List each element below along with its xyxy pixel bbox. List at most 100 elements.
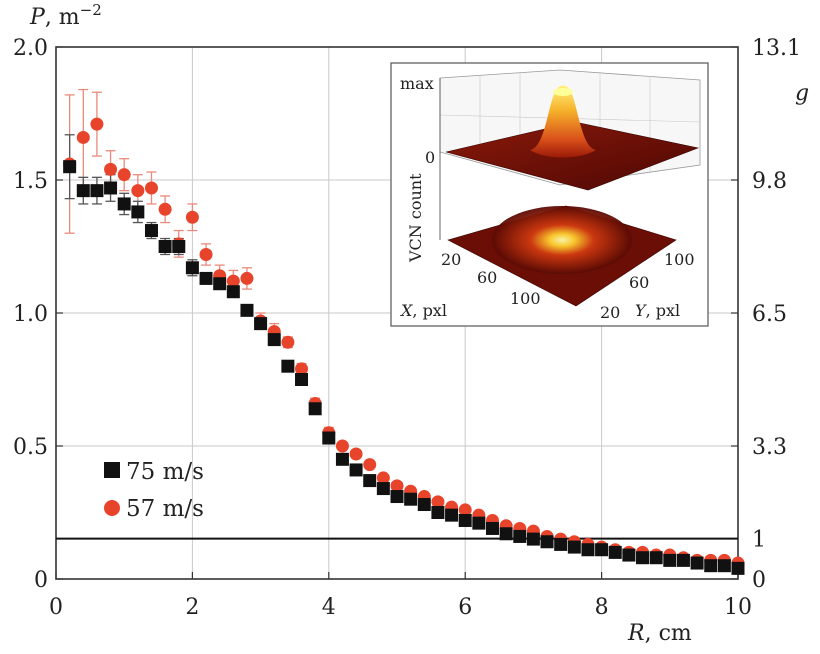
x-tick-labels: 0 2 4 6 8 10	[49, 595, 752, 620]
point-75-27	[431, 506, 445, 519]
data-markers	[63, 117, 745, 575]
point-75-46	[690, 556, 704, 570]
legend-label-57: 57 m/s	[126, 496, 204, 522]
point-75-26	[417, 498, 431, 512]
point-57-3	[104, 162, 118, 176]
inset-z-tick-zero: 0	[425, 148, 435, 167]
legend: 75 m/s 57 m/s	[104, 459, 204, 522]
point-75-4	[117, 197, 131, 211]
point-57-17	[295, 362, 309, 376]
point-75-3	[104, 181, 118, 195]
point-57-10	[199, 247, 213, 261]
point-57-7	[158, 202, 172, 216]
y-tick-label-2: 1.0	[13, 302, 48, 327]
point-75-42	[636, 551, 650, 565]
point-57-2	[90, 117, 104, 131]
y2-axis-title: g	[795, 81, 809, 106]
point-75-13	[240, 303, 254, 317]
y2-tick-label-5: 13.1	[752, 36, 801, 61]
point-75-9	[185, 261, 199, 275]
point-75-35	[540, 535, 554, 549]
y2-tick-label-0: 0	[752, 568, 766, 593]
error-bars	[64, 88, 334, 439]
inset-z-label: VCN count	[406, 173, 425, 263]
point-75-1	[76, 184, 90, 198]
point-75-33	[513, 529, 527, 543]
inset-x-tick-20: 20	[441, 250, 461, 269]
point-75-16	[281, 359, 295, 373]
point-75-23	[376, 482, 390, 496]
legend-label-75: 75 m/s	[126, 459, 204, 485]
point-57-29	[458, 503, 472, 517]
y2-tick-label-1: 1	[752, 528, 766, 553]
point-75-5	[131, 205, 145, 219]
point-75-14	[254, 317, 268, 331]
y-tick-label-4: 2.0	[13, 36, 48, 61]
point-57-1	[76, 130, 90, 144]
y-tick-label-1: 0.5	[13, 435, 48, 460]
x-tick-label-3: 6	[458, 595, 472, 620]
inset-y-tick-100: 100	[664, 250, 695, 269]
point-75-17	[295, 373, 309, 386]
inset-surface-peak	[530, 85, 596, 158]
y2-tick-label-2: 3.3	[752, 435, 787, 460]
y-tick-label-0: 0	[34, 568, 48, 593]
point-57-6	[144, 181, 158, 195]
axis-ticks	[55, 46, 739, 580]
point-57-24	[390, 479, 404, 493]
point-57-23	[376, 471, 390, 485]
point-75-39	[595, 543, 609, 557]
point-75-43	[649, 551, 663, 565]
y-tick-labels: 0 0.5 1.0 1.5 2.0	[13, 36, 48, 593]
inset-y-tick-20: 20	[600, 303, 620, 322]
legend-marker-57	[104, 500, 120, 516]
point-75-25	[404, 492, 418, 506]
point-75-24	[390, 490, 404, 504]
point-75-28	[445, 508, 459, 522]
x-tick-label-2: 4	[322, 595, 336, 620]
point-75-2	[90, 184, 104, 198]
point-75-10	[199, 271, 213, 285]
y-tick-label-3: 1.5	[13, 169, 48, 194]
point-75-12	[226, 285, 240, 299]
point-75-36	[554, 537, 568, 551]
y2-tick-label-3: 6.5	[752, 302, 787, 327]
point-75-20	[335, 452, 349, 466]
inset-y-axis-label: Y, pxl	[635, 301, 680, 320]
point-75-11	[213, 277, 227, 291]
point-57-22	[363, 458, 377, 472]
point-57-4	[117, 168, 131, 182]
point-57-13	[240, 271, 254, 285]
inset-plot: max 0 VCN count 20 60 100 X, pxl 20 60 1…	[390, 62, 709, 327]
point-75-18	[308, 402, 322, 416]
point-75-44	[663, 553, 677, 567]
point-75-0	[63, 160, 77, 174]
point-75-37	[567, 540, 581, 554]
point-75-22	[363, 474, 377, 488]
inset-x-tick-100: 100	[510, 289, 541, 308]
point-57-9	[185, 210, 199, 224]
point-57-21	[349, 447, 363, 461]
point-57-20	[335, 439, 349, 453]
inset-z-tick-max: max	[400, 74, 434, 93]
inset-y-tick-60: 60	[629, 273, 649, 292]
x-axis-title: R, cm	[627, 621, 692, 646]
x-tick-label-0: 0	[49, 595, 63, 620]
point-75-30	[472, 516, 486, 530]
point-57-27	[431, 495, 445, 509]
point-57-5	[131, 184, 145, 198]
y2-tick-label-4: 9.8	[752, 169, 787, 194]
point-57-12	[226, 274, 240, 288]
point-75-38	[581, 543, 595, 557]
legend-marker-75	[104, 462, 120, 478]
point-75-47	[704, 559, 718, 573]
inset-x-axis-label: X, pxl	[399, 301, 447, 320]
point-75-6	[144, 224, 158, 238]
inset-peak-top	[553, 88, 573, 96]
point-75-15	[267, 333, 281, 347]
point-75-19	[322, 431, 336, 445]
point-75-49	[731, 561, 745, 575]
inset-x-tick-60: 60	[477, 268, 497, 287]
y2-tick-labels: 0 1 3.3 6.5 9.8 13.1	[752, 36, 801, 593]
inset-projection-glow	[492, 206, 632, 274]
